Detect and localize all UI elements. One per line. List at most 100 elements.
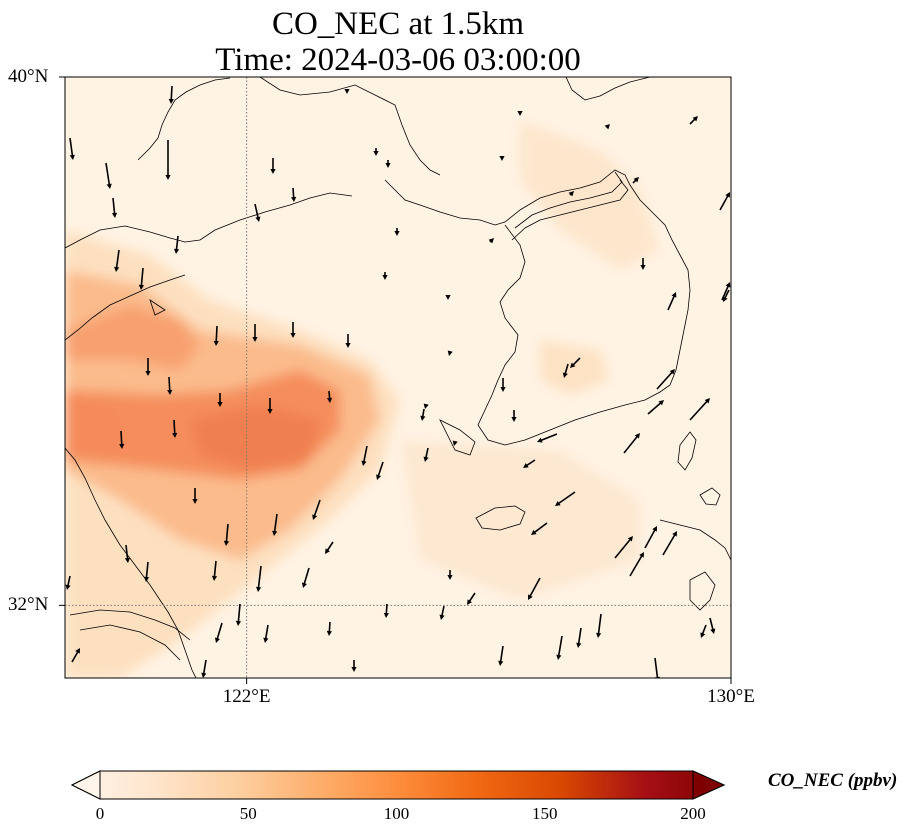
wind-arrow-shaft [629, 554, 644, 577]
wind-arrow-shaft [273, 513, 278, 534]
wind-arrow-shaft [623, 434, 639, 454]
wind-arrow-head [652, 526, 657, 532]
wind-arrow-head [383, 612, 389, 618]
wind-arrow-head [173, 248, 180, 254]
wind-arrow-head [124, 557, 131, 563]
wind-arrow-shaft [215, 325, 218, 344]
wind-arrow-shaft [216, 622, 223, 641]
wind-arrow-head [192, 499, 198, 504]
wind-arrow-head [639, 552, 644, 558]
colorbar-extend-low [70, 770, 101, 800]
wind-arrow-head [373, 151, 379, 156]
wind-arrow-head [692, 116, 698, 122]
wind-arrow-head [423, 403, 429, 409]
wind-arrow-head [394, 231, 400, 236]
wind-arrow-shaft [175, 235, 179, 252]
coastlines [65, 77, 731, 678]
wind-arrow-head [168, 98, 174, 104]
wind-arrow-head [570, 362, 576, 368]
x-tick-label-122: 122°E [222, 686, 271, 707]
colorbar-tick-200: 200 [680, 804, 706, 823]
wind-arrow-shaft [71, 650, 80, 663]
wind-arrow-head [488, 238, 494, 244]
map-gridlines [65, 77, 731, 678]
wind-arrow-head [312, 514, 318, 520]
wind-arrow-head [376, 474, 382, 480]
wind-arrow-head [568, 191, 574, 197]
wind-arrow-head [345, 343, 351, 348]
wind-arrow-shaft [644, 528, 657, 549]
wind-arrow-shaft [257, 565, 262, 590]
wind-arrow-shaft [170, 85, 173, 102]
co-concentration-field [65, 77, 731, 678]
wind-arrow-shaft [377, 461, 384, 478]
wind-arrow-head [447, 350, 453, 356]
wind-arrow-shaft [556, 491, 576, 505]
wind-arrow-shaft [654, 657, 659, 678]
wind-arrow-head [640, 265, 646, 270]
wind-arrow-head [263, 637, 269, 643]
wind-arrow-shaft [719, 194, 730, 211]
wind-arrow-head [604, 124, 610, 130]
wind-arrow-head [467, 599, 472, 605]
wind-arrow-head [671, 292, 677, 298]
wind-arrow-shaft [539, 433, 558, 442]
wind-arrow-shaft [237, 603, 241, 624]
wind-arrow-head [301, 582, 307, 588]
wind-arrow-shaft [69, 137, 74, 158]
wind-arrow-head [223, 540, 230, 546]
wind-arrow-head [214, 637, 220, 643]
wind-arrow-shaft [213, 560, 217, 579]
wind-arrow-head [69, 154, 75, 160]
wind-arrow-head [528, 594, 533, 600]
wind-arrow-head [351, 667, 357, 672]
wind-arrow-head [213, 340, 219, 346]
wind-arrow-head [235, 620, 242, 626]
wind-arrow-shaft [362, 445, 368, 464]
wind-arrow-shaft [264, 624, 269, 641]
wind-arrow-head [445, 295, 451, 300]
wind-vectors [65, 85, 731, 678]
wind-arrow-shaft [202, 659, 207, 676]
wind-arrow-head [725, 192, 730, 198]
wind-arrow-head [596, 632, 602, 638]
wind-arrow-shaft [667, 294, 676, 311]
wind-arrow-head [382, 275, 388, 280]
wind-arrow-head [658, 400, 664, 406]
wind-arrow-head [725, 282, 731, 288]
wind-arrow-head [325, 548, 330, 554]
colorbar-tick-150: 150 [532, 804, 558, 823]
wind-arrow-shaft [225, 523, 229, 544]
wind-arrow-head [143, 576, 150, 582]
wind-arrow-head [326, 397, 333, 403]
wind-arrow-shaft [577, 627, 582, 646]
wind-arrow-head [517, 111, 523, 116]
wind-arrow-shaft [168, 376, 171, 393]
wind-arrow-head [291, 196, 297, 202]
x-tick-label-130: 130°E [707, 686, 755, 707]
wind-arrow-head [710, 628, 716, 634]
wind-arrow-head [700, 632, 706, 638]
wind-arrow-head [211, 575, 218, 581]
y-tick-label-32: 32°N [8, 594, 49, 616]
wind-arrow-head [556, 654, 562, 660]
colorbar-tick-0: 0 [95, 804, 105, 823]
map-frame [64, 76, 732, 679]
wind-arrow-head [270, 169, 276, 174]
wind-arrow-head [217, 402, 223, 407]
wind-arrow-head [75, 648, 80, 654]
wind-arrow-head [361, 460, 367, 466]
wind-arrow-head [511, 417, 517, 422]
wind-arrow-shaft [499, 645, 504, 664]
wind-arrow-head [145, 371, 151, 376]
colorbar-body [70, 770, 726, 800]
wind-arrow-head [452, 440, 458, 446]
colorbar-extend-high [692, 770, 726, 800]
wind-arrow-shaft [303, 567, 310, 586]
wind-arrow-head [531, 529, 537, 535]
wind-arrow-shaft [662, 533, 677, 556]
wind-arrow-head [704, 398, 710, 404]
wind-arrow-head [138, 284, 145, 290]
wind-arrow-shaft [313, 499, 321, 518]
